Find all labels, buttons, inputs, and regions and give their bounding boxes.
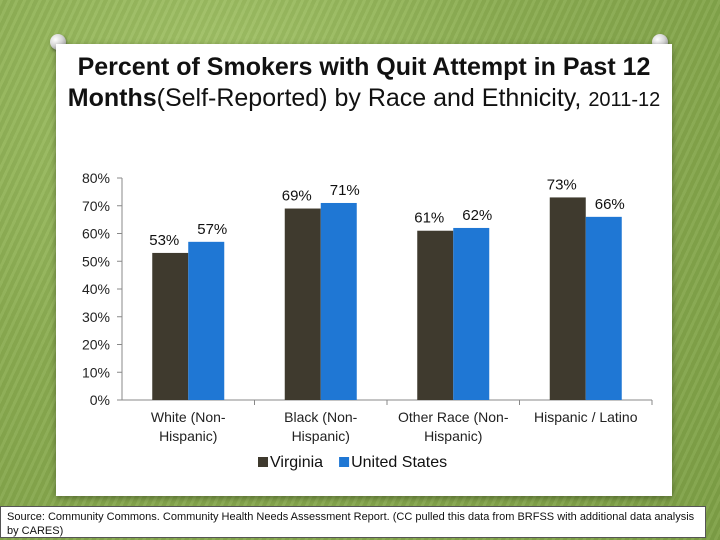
y-tick-label: 30% <box>82 309 110 325</box>
title-small: 2011-12 <box>588 89 661 111</box>
chart-title: Percent of Smokers with Quit Attempt in … <box>56 52 672 116</box>
y-tick-label: 20% <box>82 337 110 353</box>
legend-label: Virginia <box>270 454 323 471</box>
x-tick-label: Other Race (Non- <box>398 409 509 425</box>
y-tick-label: 80% <box>82 170 110 186</box>
data-label: 66% <box>595 196 625 213</box>
x-tick-label: White (Non- <box>151 409 226 425</box>
y-tick-label: 0% <box>90 392 110 408</box>
y-tick-label: 70% <box>82 198 110 214</box>
legend-label: United States <box>351 454 447 471</box>
data-label: 53% <box>149 232 179 249</box>
y-tick-label: 60% <box>82 226 110 242</box>
x-tick-label: Hispanic) <box>424 428 482 444</box>
source-note: Source: Community Commons. Community Hea… <box>0 506 706 538</box>
bar-united-states <box>320 202 357 400</box>
y-tick-label: 10% <box>82 364 110 380</box>
title-regular: (Self-Reported) by Race and Ethnicity, <box>156 84 589 112</box>
legend-swatch <box>258 457 268 467</box>
x-tick-label: Hispanic) <box>159 428 217 444</box>
x-tick-label: Black (Non- <box>284 409 357 425</box>
data-label: 61% <box>414 210 444 227</box>
bar-virginia <box>152 252 189 400</box>
bar-united-states <box>453 227 490 400</box>
bar-united-states <box>188 241 225 400</box>
y-tick-label: 40% <box>82 281 110 297</box>
data-label: 62% <box>462 207 492 224</box>
x-tick-label: Hispanic / Latino <box>534 409 638 425</box>
legend-swatch <box>339 457 350 467</box>
data-label: 57% <box>197 221 227 238</box>
bar-virginia <box>417 230 454 400</box>
title-bold: Percent of Smokers with Quit Attempt in … <box>67 53 651 112</box>
bar-virginia <box>284 208 321 400</box>
y-tick-label: 50% <box>82 253 110 269</box>
data-label: 73% <box>547 176 577 193</box>
bar-united-states <box>585 216 622 400</box>
data-label: 69% <box>282 188 312 205</box>
data-label: 71% <box>330 182 360 199</box>
x-tick-label: Hispanic) <box>292 428 350 444</box>
bar-virginia <box>549 197 586 400</box>
